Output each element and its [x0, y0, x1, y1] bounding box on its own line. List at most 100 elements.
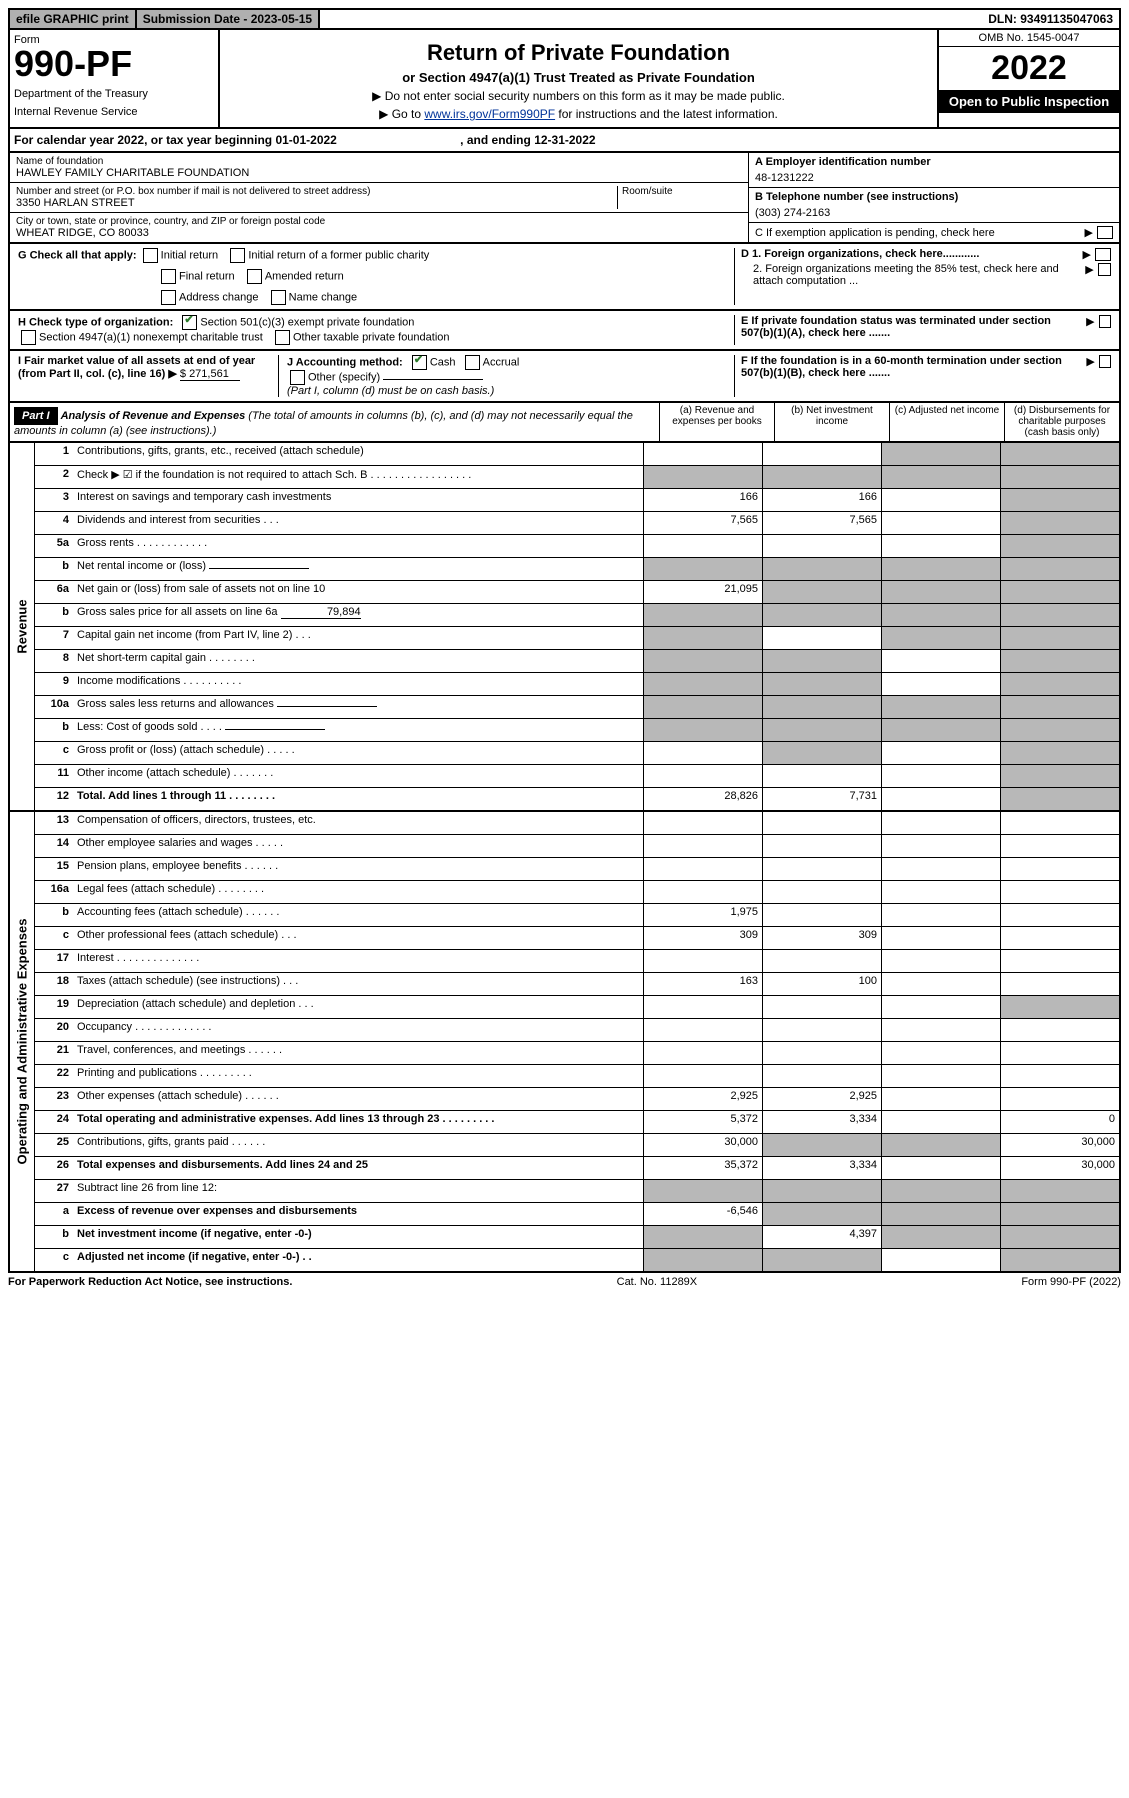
cell — [881, 1019, 1000, 1041]
g-initial-former[interactable] — [230, 248, 245, 263]
h-501c3[interactable] — [182, 315, 197, 330]
cell — [643, 1226, 762, 1248]
line-desc: Gross sales price for all assets on line… — [73, 604, 643, 626]
instr-1: ▶ Do not enter social security numbers o… — [226, 89, 931, 103]
table-row: 20Occupancy . . . . . . . . . . . . . — [35, 1019, 1119, 1042]
cell — [1000, 858, 1119, 880]
cell — [1000, 489, 1119, 511]
line-desc: Contributions, gifts, grants paid . . . … — [73, 1134, 643, 1156]
line-number: 18 — [35, 973, 73, 995]
cell — [881, 1065, 1000, 1087]
cell — [881, 581, 1000, 603]
d2-checkbox[interactable] — [1098, 263, 1111, 276]
expenses-section: Operating and Administrative Expenses 13… — [8, 812, 1121, 1273]
d1-checkbox[interactable] — [1095, 248, 1111, 261]
h-4947[interactable] — [21, 330, 36, 345]
irs-link[interactable]: www.irs.gov/Form990PF — [424, 107, 555, 121]
table-row: 21Travel, conferences, and meetings . . … — [35, 1042, 1119, 1065]
j-accrual[interactable] — [465, 355, 480, 370]
form-ref: Form 990-PF (2022) — [1021, 1276, 1121, 1288]
table-row: 25Contributions, gifts, grants paid . . … — [35, 1134, 1119, 1157]
cell — [643, 881, 762, 903]
cell — [643, 673, 762, 695]
table-row: cAdjusted net income (if negative, enter… — [35, 1249, 1119, 1271]
g-amended[interactable] — [247, 269, 262, 284]
table-row: 15Pension plans, employee benefits . . .… — [35, 858, 1119, 881]
cell — [881, 1249, 1000, 1271]
line-number: 2 — [35, 466, 73, 488]
cell — [881, 1180, 1000, 1202]
cell — [881, 1157, 1000, 1179]
cell — [643, 1042, 762, 1064]
cell — [643, 1180, 762, 1202]
e-checkbox[interactable] — [1099, 315, 1111, 328]
check-row-h: H Check type of organization: Section 50… — [8, 311, 1121, 351]
h-other[interactable] — [275, 330, 290, 345]
table-row: cGross profit or (loss) (attach schedule… — [35, 742, 1119, 765]
line-number: 4 — [35, 512, 73, 534]
cell — [1000, 742, 1119, 764]
f-checkbox[interactable] — [1099, 355, 1111, 368]
line-desc: Total. Add lines 1 through 11 . . . . . … — [73, 788, 643, 810]
tax-year: 2022 — [939, 47, 1119, 90]
cell — [881, 512, 1000, 534]
cell — [881, 950, 1000, 972]
line-number: b — [35, 904, 73, 926]
line-number: 23 — [35, 1088, 73, 1110]
g-address[interactable] — [161, 290, 176, 305]
table-row: cOther professional fees (attach schedul… — [35, 927, 1119, 950]
j-other[interactable] — [290, 370, 305, 385]
cell — [881, 973, 1000, 995]
efile-label: efile GRAPHIC print — [10, 10, 135, 28]
j-cash[interactable] — [412, 355, 427, 370]
line-desc: Printing and publications . . . . . . . … — [73, 1065, 643, 1087]
cell — [881, 742, 1000, 764]
table-row: 3Interest on savings and temporary cash … — [35, 489, 1119, 512]
cell — [762, 950, 881, 972]
cell: 30,000 — [643, 1134, 762, 1156]
cell — [881, 881, 1000, 903]
c-checkbox[interactable] — [1097, 226, 1113, 239]
line-desc: Gross profit or (loss) (attach schedule)… — [73, 742, 643, 764]
table-row: bLess: Cost of goods sold . . . . — [35, 719, 1119, 742]
cell — [1000, 1249, 1119, 1271]
table-row: 26Total expenses and disbursements. Add … — [35, 1157, 1119, 1180]
table-row: 24Total operating and administrative exp… — [35, 1111, 1119, 1134]
line-desc: Capital gain net income (from Part IV, l… — [73, 627, 643, 649]
open-inspection: Open to Public Inspection — [939, 90, 1119, 113]
year-block: OMB No. 1545-0047 2022 Open to Public In… — [937, 30, 1119, 127]
instr-2: ▶ Go to www.irs.gov/Form990PF for instru… — [226, 107, 931, 121]
table-row: 9Income modifications . . . . . . . . . … — [35, 673, 1119, 696]
cell — [762, 696, 881, 718]
info-left: Name of foundation HAWLEY FAMILY CHARITA… — [10, 153, 748, 242]
cell — [1000, 1180, 1119, 1202]
cell — [881, 673, 1000, 695]
cell: 309 — [643, 927, 762, 949]
g-final[interactable] — [161, 269, 176, 284]
line-number: 22 — [35, 1065, 73, 1087]
cell: 309 — [762, 927, 881, 949]
g-initial-return[interactable] — [143, 248, 158, 263]
cell — [762, 1065, 881, 1087]
cell — [643, 742, 762, 764]
cell: 3,334 — [762, 1157, 881, 1179]
cell — [1000, 673, 1119, 695]
line-number: 15 — [35, 858, 73, 880]
cell: 163 — [643, 973, 762, 995]
line-desc: Less: Cost of goods sold . . . . — [73, 719, 643, 741]
line-number: 11 — [35, 765, 73, 787]
form-header: Form 990-PF Department of the Treasury I… — [8, 30, 1121, 129]
cell — [1000, 927, 1119, 949]
line-desc: Other employee salaries and wages . . . … — [73, 835, 643, 857]
line-desc: Net gain or (loss) from sale of assets n… — [73, 581, 643, 603]
cell — [1000, 1226, 1119, 1248]
g-name[interactable] — [271, 290, 286, 305]
col-d: (d) Disbursements for charitable purpose… — [1004, 403, 1119, 441]
info-right: A Employer identification number 48-1231… — [748, 153, 1119, 242]
cell — [643, 650, 762, 672]
line-desc: Compensation of officers, directors, tru… — [73, 812, 643, 834]
cell — [762, 812, 881, 834]
table-row: 23Other expenses (attach schedule) . . .… — [35, 1088, 1119, 1111]
cell — [1000, 627, 1119, 649]
cell — [643, 835, 762, 857]
